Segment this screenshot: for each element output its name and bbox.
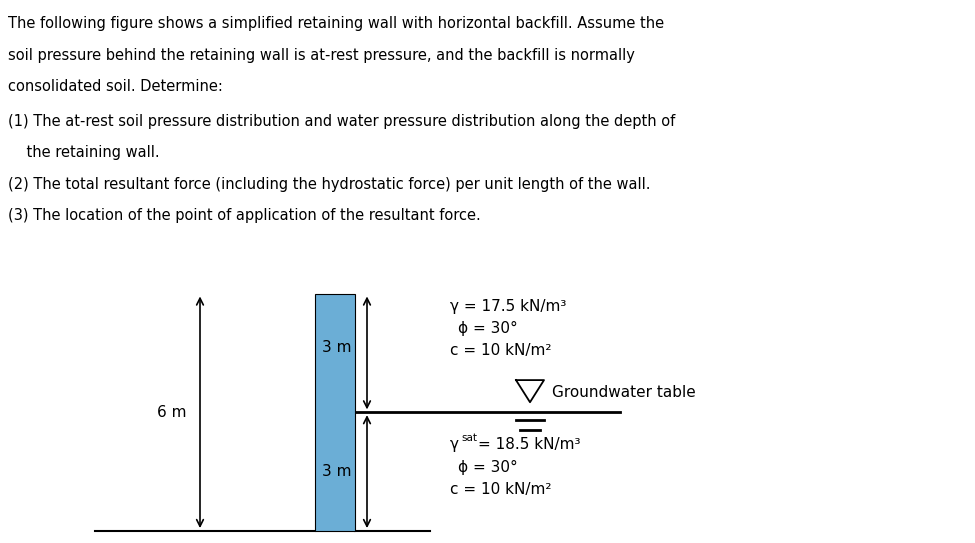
Text: ϕ = 30°: ϕ = 30° <box>458 321 518 336</box>
Text: The following figure shows a simplified retaining wall with horizontal backfill.: The following figure shows a simplified … <box>8 16 664 31</box>
Text: (1) The at-rest soil pressure distribution and water pressure distribution along: (1) The at-rest soil pressure distributi… <box>8 114 675 129</box>
Text: 6 m: 6 m <box>157 405 187 420</box>
Text: the retaining wall.: the retaining wall. <box>8 146 160 160</box>
Text: 3 m: 3 m <box>323 340 352 356</box>
Text: sat: sat <box>461 433 477 444</box>
Text: (2) The total resultant force (including the hydrostatic force) per unit length : (2) The total resultant force (including… <box>8 177 650 192</box>
Text: γ = 17.5 kN/m³: γ = 17.5 kN/m³ <box>450 299 566 314</box>
Text: ϕ = 30°: ϕ = 30° <box>458 459 518 475</box>
Text: c = 10 kN/m²: c = 10 kN/m² <box>450 343 552 358</box>
Text: Groundwater table: Groundwater table <box>552 384 696 400</box>
Text: consolidated soil. Determine:: consolidated soil. Determine: <box>8 79 222 94</box>
Text: soil pressure behind the retaining wall is at-rest pressure, and the backfill is: soil pressure behind the retaining wall … <box>8 48 635 63</box>
Text: γ: γ <box>450 438 459 452</box>
Text: 3 m: 3 m <box>323 464 352 479</box>
Bar <box>315 294 355 531</box>
Text: = 18.5 kN/m³: = 18.5 kN/m³ <box>478 438 580 452</box>
Text: c = 10 kN/m²: c = 10 kN/m² <box>450 482 552 497</box>
Text: (3) The location of the point of application of the resultant force.: (3) The location of the point of applica… <box>8 209 481 223</box>
